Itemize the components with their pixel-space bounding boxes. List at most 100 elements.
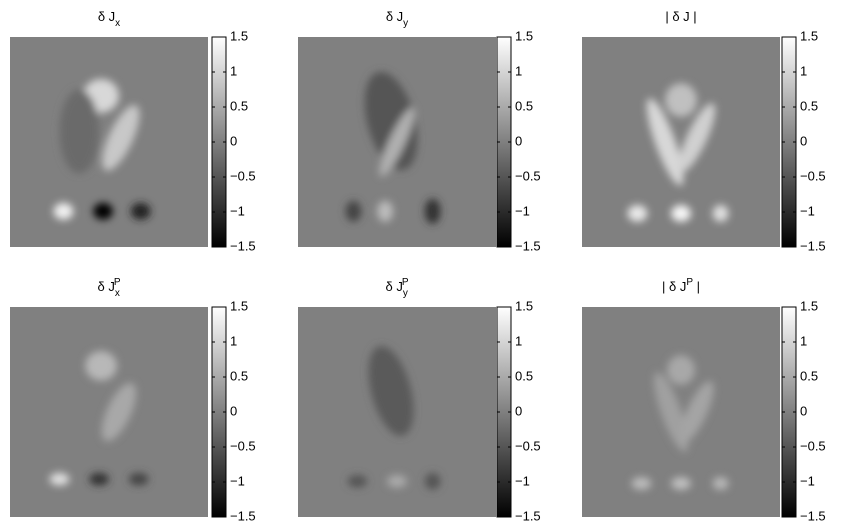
panel-title: δ JxP xyxy=(97,277,120,299)
image-blob xyxy=(665,83,697,117)
title-part: x xyxy=(115,18,120,29)
colorbar-tick-label: −0.5 xyxy=(800,438,826,453)
colorbar-tick-label: −1.5 xyxy=(230,508,256,523)
colorbar-tick-label: −1.5 xyxy=(800,238,826,253)
image-blob xyxy=(627,205,648,222)
colorbar-tick-label: −0.5 xyxy=(515,168,541,183)
colorbar-tick-label: 1 xyxy=(515,63,522,78)
panel: δ JxP −1.5 −1 −0.5 0 0.5 1 1.5 xyxy=(10,277,256,523)
image-blob xyxy=(101,383,137,441)
panel: δ Jy −1.5 −1 −0.5 0 0.5 1 1.5 xyxy=(298,9,541,253)
panel-title: δ Jx xyxy=(98,9,120,29)
colorbar-tick-label: 1 xyxy=(800,63,807,78)
image-blob xyxy=(347,475,368,488)
colorbar-tick-label: −1.5 xyxy=(800,508,826,523)
colorbar-tick-label: 0 xyxy=(800,133,807,148)
image-blob xyxy=(377,200,394,222)
image-blob xyxy=(93,202,113,220)
panel: δ JyP −1.5 −1 −0.5 0 0.5 1 1.5 xyxy=(298,277,541,523)
colorbar-tick-label: −0.5 xyxy=(230,168,256,183)
image-blob xyxy=(631,477,652,490)
title-part: | xyxy=(693,279,700,294)
image-blob xyxy=(89,472,109,486)
image-content xyxy=(345,71,441,224)
image-blob xyxy=(128,472,149,486)
colorbar-tick-label: −1.5 xyxy=(230,238,256,253)
panel-title: δ Jy xyxy=(386,9,408,29)
colorbar-tick-label: −1 xyxy=(800,473,815,488)
title-part: P xyxy=(686,277,693,288)
panel: δ Jx −1.5 −1 −0.5 0 0.5 1 1.5 xyxy=(10,9,256,253)
image-blob xyxy=(671,477,691,490)
title-part: y xyxy=(403,18,408,29)
colorbar-tick-label: 1 xyxy=(800,333,807,348)
title-part: δ J xyxy=(385,279,402,294)
image-content xyxy=(631,355,729,490)
image-blob xyxy=(102,105,140,171)
colorbar-tick-label: −1.5 xyxy=(515,508,541,523)
colorbar-tick-label: −0.5 xyxy=(515,438,541,453)
colorbar-tick-label: −1 xyxy=(230,203,245,218)
title-part: P xyxy=(402,277,409,288)
colorbar-tick-label: 1 xyxy=(230,63,237,78)
panel: | δ JP | −1.5 −1 −0.5 0 0.5 1 1.5 xyxy=(582,277,826,523)
colorbar-tick-label: 1.5 xyxy=(515,298,533,313)
panel: | δ J | −1.5 −1 −0.5 0 0.5 1 1.5 xyxy=(582,9,826,253)
colorbar-tick-label: 1.5 xyxy=(230,298,248,313)
colorbar-tick-label: 0 xyxy=(230,133,237,148)
title-part: δ J xyxy=(97,279,114,294)
colorbar-tick-label: 0 xyxy=(230,403,237,418)
title-part: | δ J | xyxy=(665,9,696,24)
title-part: δ J xyxy=(98,9,115,24)
image-content xyxy=(53,79,151,220)
colorbar-tick-label: 0.5 xyxy=(230,98,248,113)
colorbar-tick-label: 1.5 xyxy=(800,28,818,43)
image-blob xyxy=(368,346,414,436)
colorbar-tick-label: −0.5 xyxy=(230,438,256,453)
title-part: | δ J xyxy=(662,279,686,294)
image-content xyxy=(347,346,441,490)
image-blob xyxy=(345,200,362,222)
image-content xyxy=(49,351,149,486)
image-blob xyxy=(712,477,729,490)
image-blob xyxy=(85,351,117,381)
image-blob xyxy=(653,372,689,452)
colorbar-tick-label: 0 xyxy=(800,403,807,418)
image-blob xyxy=(667,355,695,385)
image-blob xyxy=(364,71,418,171)
colorbar-tick-label: 1.5 xyxy=(800,298,818,313)
colorbar-tick-label: −0.5 xyxy=(800,168,826,183)
colorbar-tick-label: 1.5 xyxy=(230,28,248,43)
panel-title: | δ JP | xyxy=(662,277,700,294)
title-part: y xyxy=(403,288,408,299)
colorbar-tick-label: 0.5 xyxy=(515,98,533,113)
image-blob xyxy=(49,472,70,486)
title-part: P xyxy=(114,277,121,288)
image-blob xyxy=(671,205,691,222)
colorbar-tick-label: 1 xyxy=(515,333,522,348)
image-blob xyxy=(424,198,441,224)
colorbar-tick-label: 0.5 xyxy=(800,98,818,113)
colorbar-tick-label: −1 xyxy=(800,203,815,218)
colorbar-tick-label: 0.5 xyxy=(800,368,818,383)
image-blob xyxy=(387,475,407,488)
title-part: x xyxy=(115,288,120,299)
colorbar-tick-label: 0.5 xyxy=(515,368,533,383)
image-content xyxy=(627,83,729,222)
image-blob xyxy=(59,89,100,174)
image-blob xyxy=(646,98,684,186)
panel-title: | δ J | xyxy=(665,9,696,24)
colorbar-tick-label: 1 xyxy=(230,333,237,348)
colorbar-tick-label: −1 xyxy=(230,473,245,488)
colorbar-tick-label: −1 xyxy=(515,473,530,488)
colorbar-tick-label: −1 xyxy=(515,203,530,218)
image-blob xyxy=(53,202,74,220)
colorbar-tick-label: 0 xyxy=(515,403,522,418)
image-blob xyxy=(424,472,441,490)
title-part: δ J xyxy=(386,9,403,24)
colorbar-tick-label: 0 xyxy=(515,133,522,148)
image-blob xyxy=(712,205,729,222)
colorbar-tick-label: 1.5 xyxy=(515,28,533,43)
colorbar-tick-label: −1.5 xyxy=(515,238,541,253)
